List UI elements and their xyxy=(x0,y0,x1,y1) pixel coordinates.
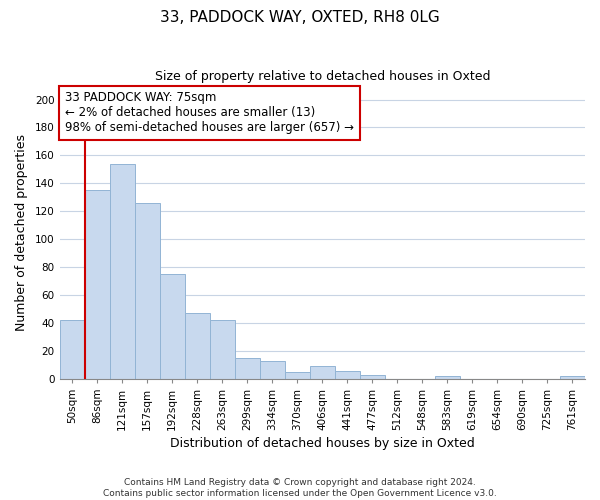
Text: 33, PADDOCK WAY, OXTED, RH8 0LG: 33, PADDOCK WAY, OXTED, RH8 0LG xyxy=(160,10,440,25)
Bar xyxy=(360,374,385,379)
Bar xyxy=(260,360,285,379)
Bar xyxy=(310,366,335,379)
Title: Size of property relative to detached houses in Oxted: Size of property relative to detached ho… xyxy=(155,70,490,83)
Text: 33 PADDOCK WAY: 75sqm
← 2% of detached houses are smaller (13)
98% of semi-detac: 33 PADDOCK WAY: 75sqm ← 2% of detached h… xyxy=(65,92,354,134)
Text: Contains HM Land Registry data © Crown copyright and database right 2024.
Contai: Contains HM Land Registry data © Crown c… xyxy=(103,478,497,498)
Bar xyxy=(160,274,185,379)
Y-axis label: Number of detached properties: Number of detached properties xyxy=(15,134,28,330)
Bar xyxy=(285,372,310,379)
Bar xyxy=(59,320,85,379)
Bar xyxy=(85,190,110,379)
Bar xyxy=(110,164,134,379)
Bar xyxy=(435,376,460,379)
Bar xyxy=(185,313,209,379)
Bar xyxy=(209,320,235,379)
Bar xyxy=(335,370,360,379)
Bar xyxy=(134,203,160,379)
X-axis label: Distribution of detached houses by size in Oxted: Distribution of detached houses by size … xyxy=(170,437,475,450)
Bar xyxy=(235,358,260,379)
Bar xyxy=(560,376,585,379)
